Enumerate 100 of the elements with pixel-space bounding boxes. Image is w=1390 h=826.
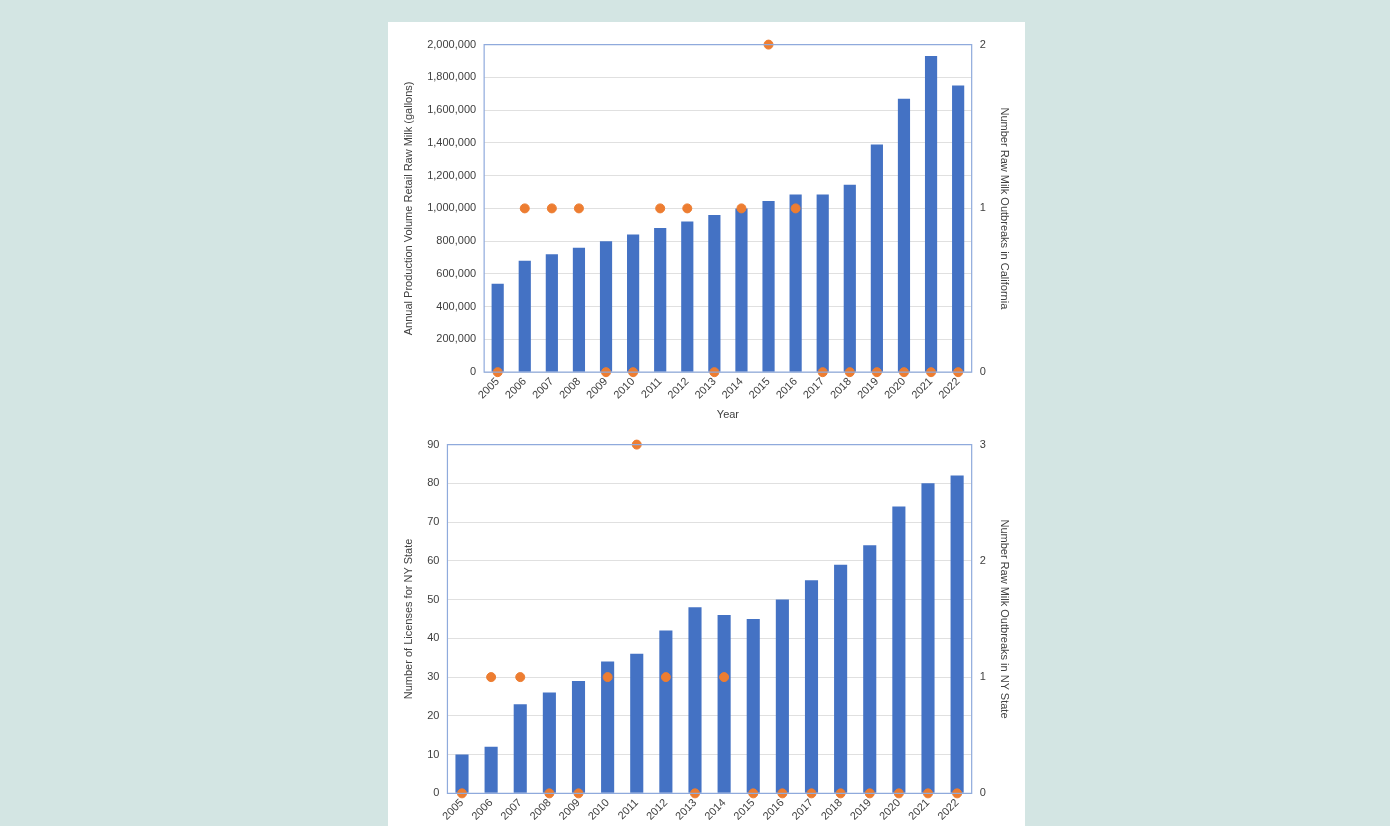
y-tick-label: 70	[427, 515, 440, 528]
point	[864, 788, 875, 799]
point	[655, 203, 666, 214]
point	[953, 367, 964, 378]
y-tick-label: 1,600,000	[427, 103, 477, 116]
y-tick-label: 200,000	[436, 332, 477, 345]
bar	[627, 234, 640, 372]
bar	[518, 260, 531, 372]
y2-axis-title: Number Raw Milk Outbreaks in California	[999, 107, 1012, 311]
bar	[681, 221, 694, 372]
bar	[571, 680, 586, 793]
y2-tick-label: 1	[979, 670, 986, 683]
bar	[870, 144, 883, 372]
bar	[950, 475, 964, 793]
point	[546, 203, 557, 214]
bar	[804, 580, 819, 793]
y-tick-label: 800,000	[436, 234, 477, 247]
point	[893, 788, 904, 799]
point	[660, 672, 671, 683]
bar	[843, 184, 856, 372]
point	[486, 672, 497, 683]
y-tick-label: 80	[427, 476, 440, 489]
bar	[735, 208, 748, 372]
bar	[491, 283, 504, 372]
point	[682, 203, 693, 214]
bar	[599, 241, 613, 372]
y-tick-label: 0	[470, 365, 477, 378]
bar	[834, 564, 848, 793]
bar	[659, 630, 673, 793]
point	[923, 788, 933, 799]
bar	[816, 194, 829, 372]
point	[835, 788, 846, 799]
y-tick-label: 10	[427, 747, 440, 760]
point	[631, 439, 642, 450]
point	[871, 367, 882, 378]
point	[690, 788, 700, 799]
point	[457, 788, 467, 799]
point	[628, 367, 639, 378]
y-tick-label: 90	[427, 437, 440, 450]
bar	[789, 194, 802, 372]
point	[736, 203, 747, 214]
y-tick-label: 20	[427, 708, 440, 721]
y-tick-label: 40	[427, 631, 440, 644]
bar	[630, 653, 644, 793]
point	[790, 203, 801, 214]
point	[544, 788, 555, 799]
bar	[952, 85, 965, 372]
point	[844, 367, 855, 378]
y-tick-label: 1,800,000	[427, 70, 477, 83]
bar	[717, 615, 731, 793]
point	[898, 367, 909, 378]
point	[573, 203, 584, 214]
y2-tick-label: 0	[979, 365, 986, 378]
y-axis-title: Number of Licenses for NY State	[401, 538, 414, 700]
point	[952, 788, 963, 799]
bar	[762, 201, 775, 372]
y-axis-title: Annual Production Volume Retail Raw Milk (gallons)	[401, 81, 414, 336]
y2-tick-label: 2	[979, 553, 986, 566]
bar	[542, 692, 556, 793]
point	[709, 367, 720, 378]
point	[777, 788, 788, 799]
y-tick-label: 0	[433, 786, 440, 799]
point	[817, 367, 828, 378]
point	[602, 672, 613, 683]
point	[601, 367, 612, 378]
point	[515, 672, 526, 683]
bar	[455, 754, 469, 793]
bar	[921, 483, 935, 793]
bar	[513, 704, 527, 793]
y-tick-label: 50	[427, 592, 440, 605]
y-tick-label: 2,000,000	[427, 37, 477, 50]
point	[519, 203, 530, 214]
bar	[708, 214, 721, 372]
point	[763, 39, 774, 50]
bar	[572, 247, 586, 372]
bar	[601, 661, 615, 793]
bar	[924, 56, 938, 372]
x-axis-title: Year	[716, 408, 740, 421]
point	[719, 672, 730, 683]
bar	[654, 228, 667, 372]
y2-tick-label: 0	[979, 786, 986, 799]
y-tick-label: 30	[427, 670, 440, 683]
bar	[863, 545, 877, 793]
bar	[545, 254, 558, 372]
bar	[775, 599, 789, 793]
y-tick-label: 1,200,000	[427, 168, 477, 181]
point	[492, 367, 503, 378]
bar	[484, 746, 498, 793]
y2-tick-label: 1	[979, 201, 986, 214]
y-tick-label: 600,000	[436, 266, 477, 279]
y-tick-label: 60	[427, 553, 440, 566]
y2-tick-label: 3	[979, 437, 986, 450]
point	[926, 367, 937, 378]
y-tick-label: 400,000	[436, 299, 477, 312]
point	[748, 788, 759, 799]
bar	[688, 607, 702, 793]
bar	[746, 618, 760, 793]
y-tick-label: 1,400,000	[427, 135, 477, 148]
bar	[897, 98, 911, 372]
bar	[892, 506, 906, 793]
